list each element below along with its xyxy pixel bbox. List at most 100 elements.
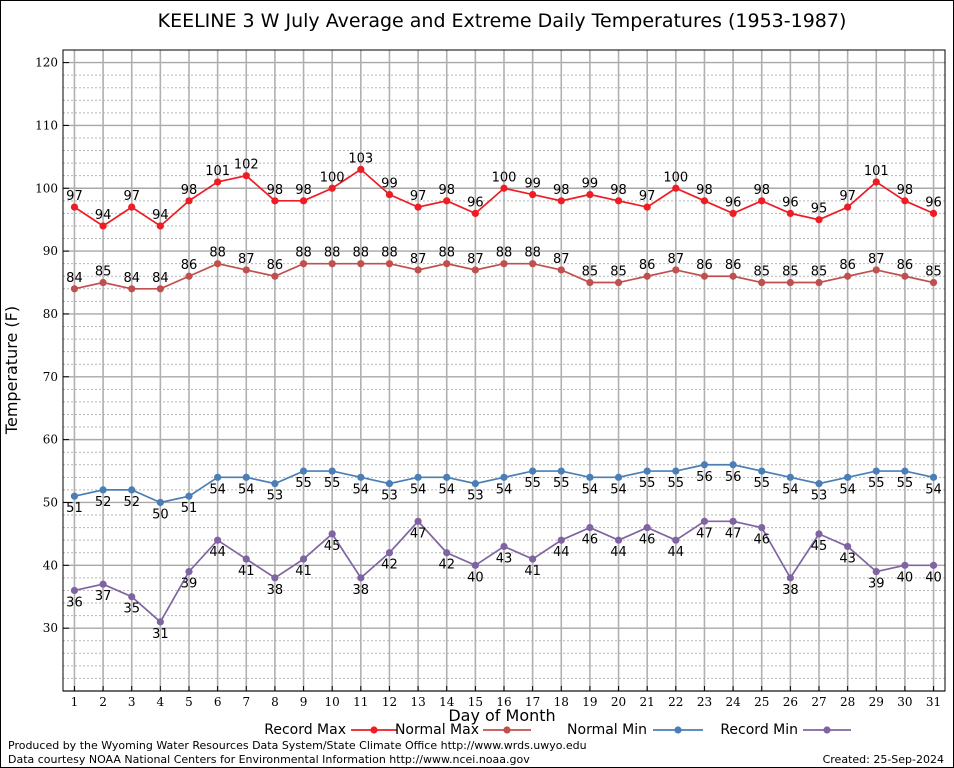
normal-min-data-label: 54: [925, 482, 942, 497]
normal-max-data-label: 87: [238, 252, 255, 267]
record-max-data-label: 98: [696, 183, 713, 198]
normal-min-point: [128, 486, 136, 494]
x-tick-label: 8: [271, 695, 279, 709]
record-min-data-label: 43: [839, 551, 856, 566]
record-max-point: [156, 222, 164, 230]
normal-min-data-label: 50: [152, 507, 169, 522]
record-min-point: [872, 567, 880, 576]
record-max-point: [557, 197, 565, 205]
normal-min-data-label: 53: [811, 489, 828, 504]
normal-max-point: [929, 278, 938, 287]
record-min-point: [500, 542, 508, 551]
record-min-point: [185, 567, 193, 576]
record-min-point: [242, 555, 250, 563]
record-max-data-label: 96: [925, 195, 942, 210]
x-tick-label: 9: [300, 695, 308, 709]
normal-min-point: [214, 473, 222, 481]
x-tick-label: 23: [697, 695, 712, 709]
normal-min-point: [185, 492, 193, 500]
record-min-data-label: 37: [95, 589, 112, 604]
y-tick-label: 110: [35, 118, 58, 132]
legend-marker: [370, 726, 378, 734]
record-min-data-label: 40: [897, 570, 914, 585]
x-tick-label: 6: [214, 695, 222, 709]
record-max-data-label: 98: [753, 183, 770, 198]
normal-max-point: [128, 285, 136, 293]
record-min-point: [271, 574, 279, 582]
legend-marker: [503, 726, 511, 734]
y-tick-label: 90: [43, 244, 58, 258]
record-min-point: [844, 542, 852, 551]
normal-max-data-label: 85: [925, 265, 942, 280]
record-min-data-label: 44: [553, 545, 570, 560]
normal-max-data-label: 87: [410, 252, 427, 267]
record-min-point: [672, 536, 680, 544]
x-tick-label: 3: [128, 695, 136, 709]
legend: Record Max Normal Max Normal Min Record Min: [264, 722, 851, 738]
record-max-data-label: 98: [438, 183, 455, 198]
record-max-data-label: 97: [839, 189, 856, 204]
record-max-point: [471, 209, 479, 217]
record-max-data-label: 98: [267, 183, 284, 198]
record-max-data-label: 100: [663, 170, 688, 185]
normal-min-point: [328, 467, 336, 475]
x-tick-label: 5: [185, 695, 193, 709]
record-max-data-label: 97: [66, 189, 83, 204]
normal-min-data-label: 52: [95, 495, 112, 510]
record-min-data-label: 42: [438, 558, 455, 573]
normal-min-point: [672, 467, 680, 475]
normal-max-data-label: 85: [753, 265, 770, 280]
record-max-data-label: 103: [348, 151, 373, 166]
record-max-data-label: 96: [725, 195, 742, 210]
normal-min-series: 51 52 52 50 51 54 54 53 55 55 54 53 54 54 53 54 55 55 54 54…: [66, 461, 942, 522]
record-min-point: [99, 580, 107, 588]
record-max-point: [385, 190, 394, 199]
record-min-point: [815, 530, 823, 538]
normal-min-data-label: 54: [238, 482, 255, 497]
record-max-data-label: 98: [897, 183, 914, 198]
normal-max-point: [700, 272, 709, 280]
normal-min-data-label: 55: [753, 476, 770, 491]
normal-max-data-label: 85: [610, 265, 627, 280]
legend-item-record-min: Record Min: [720, 722, 851, 738]
normal-min-point: [758, 467, 766, 475]
normal-min-point: [557, 467, 565, 475]
x-tick-label: 26: [783, 695, 798, 709]
normal-min-data-label: 55: [524, 476, 541, 491]
x-tick-label: 17: [525, 695, 540, 709]
x-tick-label: 7: [242, 695, 250, 709]
record-min-data-label: 42: [381, 558, 398, 573]
x-tick-label: 2: [99, 695, 107, 709]
normal-min-point: [729, 461, 737, 469]
x-tick-label: 15: [468, 695, 483, 709]
normal-max-point: [185, 272, 193, 280]
record-max-data-label: 100: [320, 170, 345, 185]
y-tick-label: 120: [35, 56, 58, 70]
y-axis-label: Temperature (F): [2, 306, 21, 435]
record-max-data-label: 98: [181, 183, 198, 198]
record-max-point: [185, 197, 193, 205]
record-max-data-label: 102: [234, 158, 259, 173]
record-min-point: [414, 517, 422, 525]
record-min-data-label: 35: [123, 602, 140, 617]
normal-min-point: [70, 492, 79, 500]
normal-max-point: [529, 260, 537, 268]
normal-min-point: [786, 473, 794, 481]
normal-max-data-label: 88: [209, 246, 226, 261]
normal-max-data-label: 86: [639, 258, 656, 273]
normal-min-point: [156, 498, 164, 507]
record-min-data-label: 46: [582, 533, 599, 548]
normal-min-data-label: 54: [209, 482, 226, 497]
record-min-point: [729, 517, 737, 525]
record-min-data-label: 47: [725, 526, 742, 541]
legend-item-normal-max: Normal Max: [395, 722, 531, 738]
x-tick-label: 31: [926, 695, 941, 709]
record-max-point: [242, 172, 250, 180]
normal-min-data-label: 54: [839, 482, 856, 497]
record-max-data-label: 101: [864, 164, 889, 179]
legend-marker: [674, 726, 682, 734]
record-min-point: [214, 536, 222, 544]
normal-min-data-label: 53: [467, 489, 484, 504]
normal-max-point: [672, 266, 680, 274]
record-min-data-label: 45: [324, 539, 341, 554]
